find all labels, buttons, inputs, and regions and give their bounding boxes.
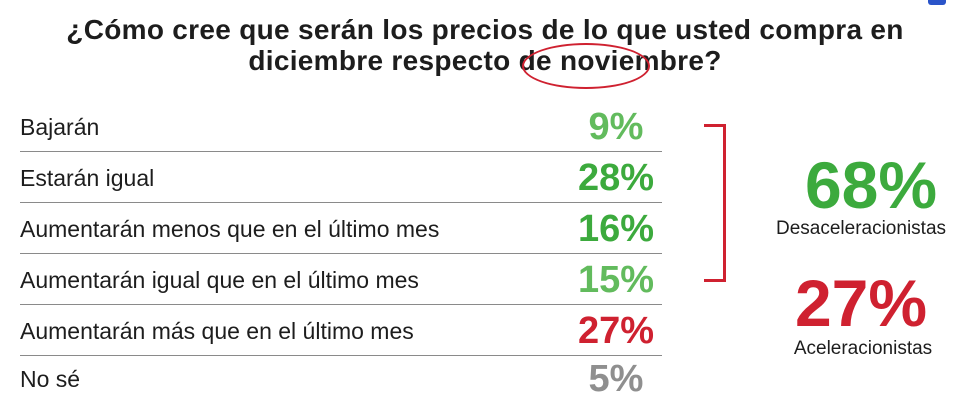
row-value: 28% xyxy=(577,157,655,199)
group-value-aceleracionistas: 27% xyxy=(794,266,928,340)
group-label-desaceleracionistas: Desaceleracionistas xyxy=(775,218,947,239)
row-label: Aumentarán igual que en el último mes xyxy=(20,267,419,293)
row-label: Aumentarán menos que en el último mes xyxy=(20,216,440,242)
table-row: Aumentarán más que en el último mes 27% xyxy=(20,306,670,356)
row-label: Bajarán xyxy=(20,114,100,140)
row-value: 15% xyxy=(577,259,655,301)
row-divider xyxy=(20,253,662,254)
row-label: Estarán igual xyxy=(20,165,155,191)
row-divider xyxy=(20,202,662,203)
table-row: Aumentarán menos que en el último mes 16% xyxy=(20,204,670,254)
row-value: 9% xyxy=(588,106,644,148)
row-value: 5% xyxy=(588,358,644,400)
group-label-aceleracionistas: Aceleracionistas xyxy=(793,338,933,359)
row-label: No sé xyxy=(20,366,81,392)
row-divider xyxy=(20,151,662,152)
row-label: Aumentarán más que en el último mes xyxy=(20,318,414,344)
brand-mark xyxy=(928,0,946,5)
row-value: 16% xyxy=(577,208,655,250)
table-row: No sé 5% xyxy=(20,354,670,404)
group-value-desaceleracionistas: 68% xyxy=(804,148,938,222)
table-row: Bajarán 9% xyxy=(20,102,670,152)
row-divider xyxy=(20,355,662,356)
table-row: Aumentarán igual que en el último mes 15% xyxy=(20,255,670,305)
table-row: Estarán igual 28% xyxy=(20,153,670,203)
chart-title: ¿Cómo cree que serán los precios de lo q… xyxy=(66,14,904,76)
highlight-circle xyxy=(522,43,650,89)
row-divider xyxy=(20,304,662,305)
group-bracket xyxy=(704,124,726,282)
row-value: 27% xyxy=(577,310,655,352)
